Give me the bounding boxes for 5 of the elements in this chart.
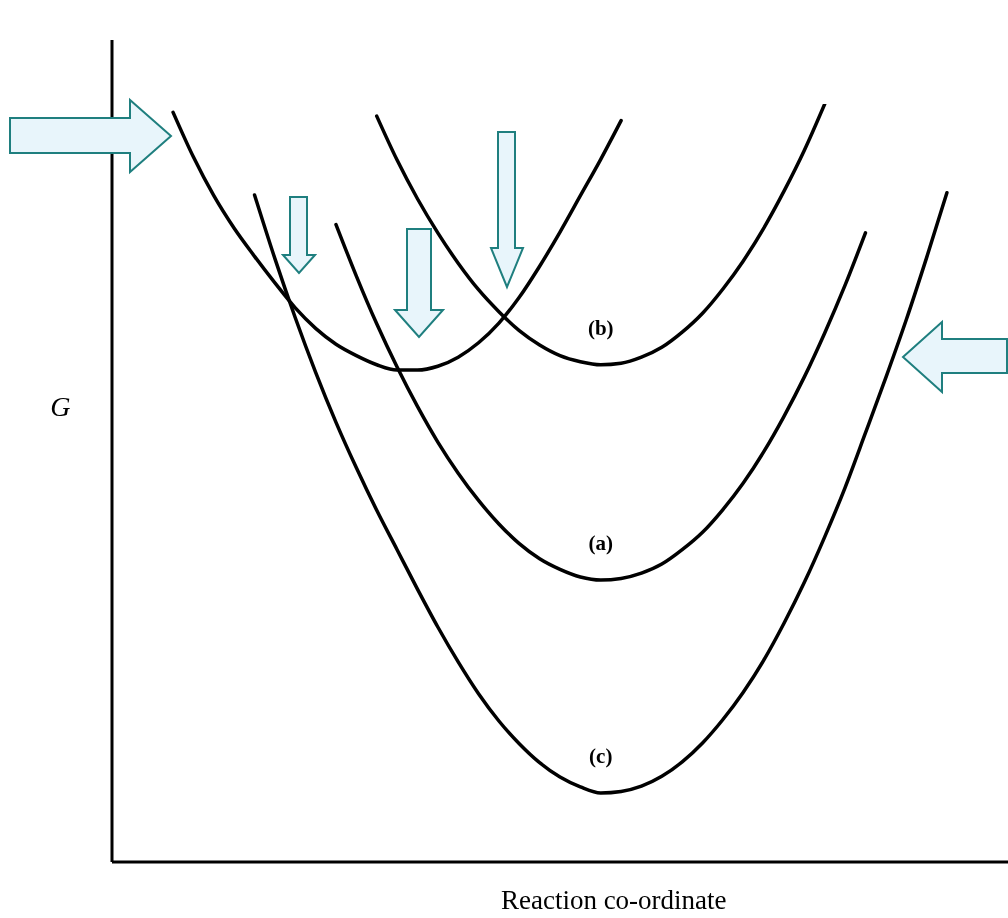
series-label: (c) bbox=[589, 744, 613, 769]
series-label: (b) bbox=[587, 315, 614, 340]
series-label: (a) bbox=[588, 531, 613, 556]
y-axis-title: G bbox=[50, 391, 71, 423]
x-axis-title: Reaction co-ordinate bbox=[500, 885, 727, 916]
